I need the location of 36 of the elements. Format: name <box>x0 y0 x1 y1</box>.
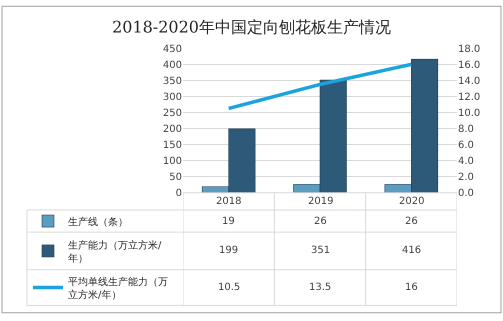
data-label: 416 <box>402 245 422 256</box>
data-label: 351 <box>311 245 330 256</box>
y-tick-label: 300 <box>162 92 182 103</box>
legend-label: 生产能力（万立方米/年） <box>68 239 162 264</box>
y2-tick-label: 16.0 <box>458 60 480 71</box>
data-label: 19 <box>222 216 235 227</box>
legend-label: 生产线（条） <box>68 216 128 228</box>
y-tick-label: 200 <box>162 124 182 136</box>
y2-tick-label: 6.0 <box>458 140 474 152</box>
y-tick-label: 250 <box>162 108 182 119</box>
data-label: 10.5 <box>218 282 240 293</box>
legend-label: 平均单线生产能力（万立方米/年） <box>68 276 168 301</box>
chart-title: 2018-2020年中国定向刨花板生产情况 <box>112 18 391 37</box>
data-label: 13.5 <box>309 282 332 293</box>
data-label: 26 <box>405 216 418 227</box>
y2-tick-label: 12.0 <box>458 92 480 103</box>
y2-tick-label: 2.0 <box>458 172 474 184</box>
y2-tick-label: 14.0 <box>458 76 480 87</box>
data-label: 26 <box>314 216 327 227</box>
y2-tick-label: 18.0 <box>458 44 480 55</box>
y-tick-label: 450 <box>162 44 182 55</box>
y2-tick-label: 10.0 <box>458 108 480 119</box>
x-tick-label: 2018 <box>216 196 242 207</box>
y-tick-label: 100 <box>162 156 182 168</box>
x-tick-label: 2019 <box>308 196 334 207</box>
y-tick-label: 400 <box>162 60 182 71</box>
data-label: 199 <box>219 245 238 256</box>
y2-tick-label: 0.0 <box>458 188 474 200</box>
y-tick-label: 350 <box>162 76 182 87</box>
y-tick-label: 0 <box>176 188 182 200</box>
data-label: 16 <box>405 282 418 293</box>
y2-tick-label: 8.0 <box>458 124 474 136</box>
y-tick-label: 50 <box>169 172 182 184</box>
y-tick-label: 150 <box>162 140 182 152</box>
x-tick-label: 2020 <box>399 196 424 207</box>
y2-tick-label: 4.0 <box>458 156 474 168</box>
